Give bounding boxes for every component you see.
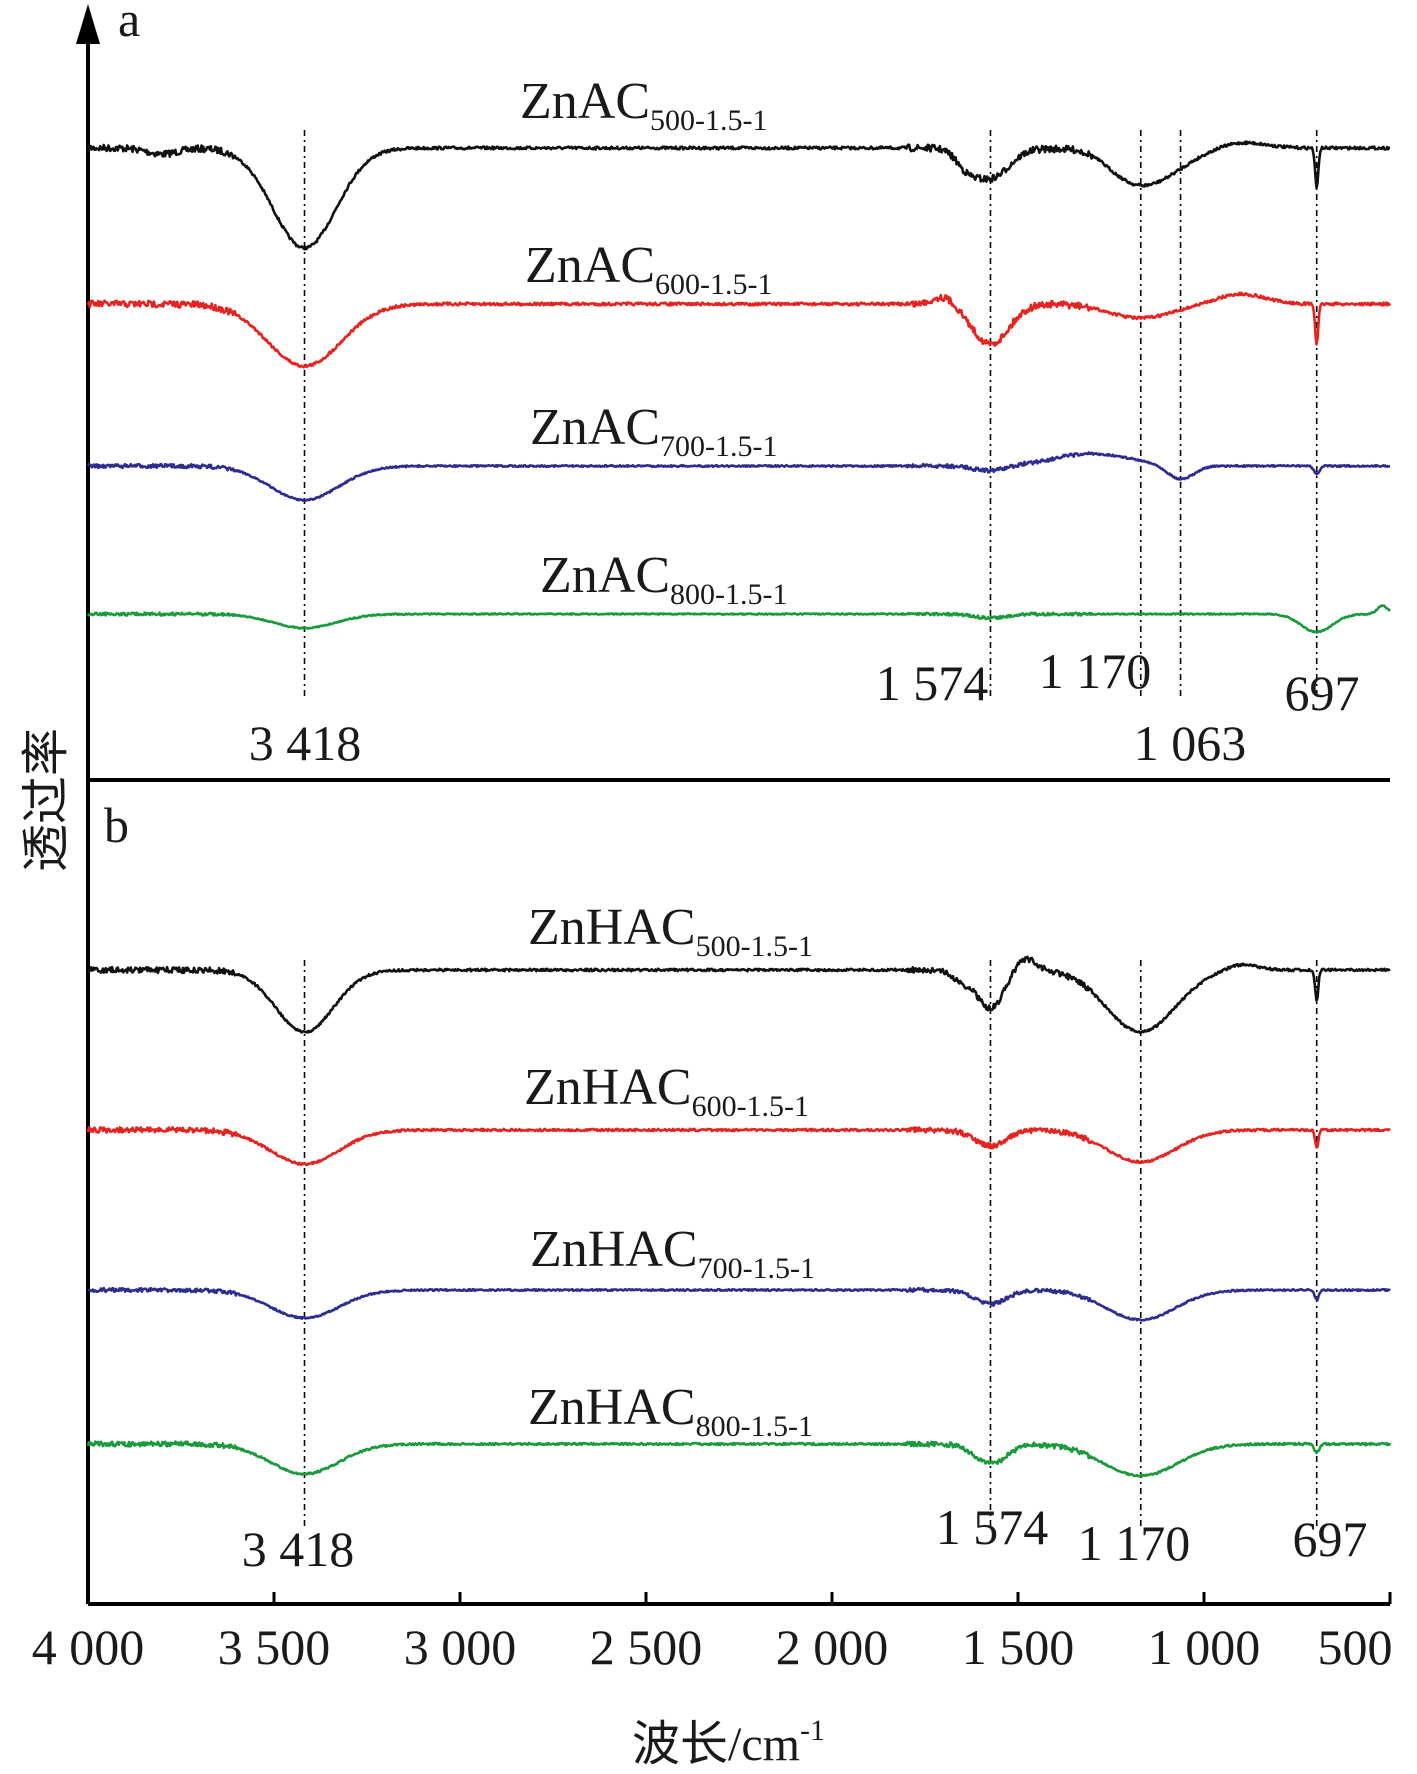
series-label-name: ZnAC — [540, 547, 670, 604]
series-label-name: ZnAC — [525, 237, 655, 294]
peak-label: 697 — [1293, 1511, 1368, 1567]
peak-label: 1 574 — [936, 1499, 1049, 1555]
series-line-a-500-1.5-1 — [86, 140, 1391, 251]
x-tick-label: 4 000 — [32, 1619, 145, 1675]
series-label: ZnAC700-1.5-1 — [530, 399, 777, 463]
series-label-subscript: 600-1.5-1 — [655, 268, 772, 301]
x-tick-label: 3 500 — [218, 1619, 331, 1675]
series-label-name: ZnHAC — [530, 1221, 698, 1278]
series-label-subscript: 500-1.5-1 — [650, 104, 767, 137]
series-label-subscript: 700-1.5-1 — [698, 1252, 815, 1285]
peak-label: 1 170 — [1039, 643, 1152, 699]
peak-label: 3 418 — [249, 715, 362, 771]
x-ticks: 4 000 3 500 3 000 2 500 2 000 1 500 1 000 500 — [32, 1592, 1393, 1675]
peak-guides — [303, 130, 1318, 1530]
peak-label: 1 063 — [1134, 715, 1247, 771]
series-line-a-700-1.5-1 — [86, 451, 1391, 502]
series-line-b-500-1.5-1 — [86, 955, 1391, 1035]
series-label: ZnHAC700-1.5-1 — [530, 1221, 815, 1285]
y-axis-arrow — [76, 4, 100, 44]
x-axis-title: 波长/cm-1 — [632, 1714, 825, 1771]
panel-a-letter: a — [118, 0, 140, 47]
x-axis-title-sup: -1 — [800, 1714, 825, 1747]
y-axis-title: 透过率 — [20, 728, 73, 872]
series-label-name: ZnHAC — [528, 1379, 696, 1436]
series-line-b-800-1.5-1 — [86, 1440, 1392, 1478]
x-tick-label: 3 000 — [404, 1619, 517, 1675]
series-label-subscript: 600-1.5-1 — [692, 1090, 809, 1123]
series-labels: ZnAC500-1.5-1ZnAC600-1.5-1ZnAC700-1.5-1Z… — [520, 73, 815, 1443]
series-label: ZnAC800-1.5-1 — [540, 547, 787, 611]
series-line-b-700-1.5-1 — [87, 1286, 1391, 1322]
panel-b-letter: b — [104, 797, 129, 853]
series-label: ZnAC600-1.5-1 — [525, 237, 772, 301]
x-tick-label: 1 000 — [1148, 1619, 1261, 1675]
series-label-subscript: 500-1.5-1 — [696, 930, 813, 963]
series-label-name: ZnAC — [530, 399, 660, 456]
series-label-name: ZnAC — [520, 73, 650, 130]
series-label: ZnHAC800-1.5-1 — [528, 1379, 813, 1443]
x-tick-label: 1 500 — [962, 1619, 1075, 1675]
peak-label: 697 — [1285, 665, 1360, 721]
x-axis-title-main: 波长/cm — [632, 1718, 800, 1771]
series-label: ZnHAC500-1.5-1 — [528, 899, 813, 963]
series-label-subscript: 800-1.5-1 — [670, 578, 787, 611]
series-line-a-600-1.5-1 — [86, 291, 1392, 369]
peak-label: 1 170 — [1078, 1515, 1191, 1571]
series-label-name: ZnHAC — [524, 1059, 692, 1116]
x-tick-label: 2 000 — [776, 1619, 889, 1675]
peak-label: 1 574 — [876, 655, 989, 711]
series-label: ZnHAC600-1.5-1 — [524, 1059, 809, 1123]
series-line-b-600-1.5-1 — [86, 1126, 1391, 1167]
series-line-a-800-1.5-1 — [86, 604, 1391, 634]
series-lines — [86, 140, 1392, 1478]
peak-labels: 3 418 1 574 1 170 1 063 697 3 418 1 574 1 170 69… — [242, 643, 1368, 1577]
series-label-name: ZnHAC — [528, 899, 696, 956]
x-tick-label: 500 — [1318, 1619, 1393, 1675]
series-label-subscript: 700-1.5-1 — [660, 430, 777, 463]
series-label: ZnAC500-1.5-1 — [520, 73, 767, 137]
series-label-subscript: 800-1.5-1 — [696, 1410, 813, 1443]
x-tick-label: 2 500 — [590, 1619, 703, 1675]
peak-label: 3 418 — [242, 1521, 355, 1577]
